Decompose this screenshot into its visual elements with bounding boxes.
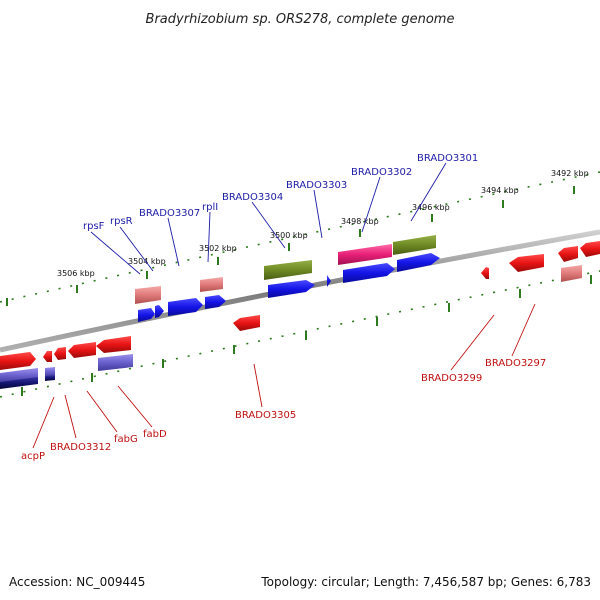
gene-fabG[interactable]: [68, 342, 96, 358]
gene-rplI[interactable]: [205, 295, 226, 309]
gene-label: BRADO3301: [417, 153, 478, 164]
gene-BRADO3302[interactable]: [338, 244, 392, 265]
lower-tick-track: [0, 270, 600, 398]
gene-dark-blue[interactable]: [45, 375, 55, 381]
top-gene-labels: rpsF rpsR BRADO3307 rplI BRADO3304 BRADO…: [83, 153, 478, 232]
topology-text: Topology: circular; Length: 7,456,587 bp…: [260, 575, 591, 589]
gene-red-reverse[interactable]: [558, 246, 578, 262]
gene-BRADO3301[interactable]: [393, 235, 436, 255]
map-title: Bradyrhizobium sp. ORS278, complete geno…: [146, 12, 455, 27]
gene-rpsF[interactable]: [138, 308, 155, 322]
gene-label: fabG: [114, 434, 138, 445]
scale-label: 3496 kbp: [412, 203, 450, 212]
scale-label: 3498 kbp: [341, 217, 379, 226]
scale-label: 3494 kbp: [481, 186, 519, 195]
gene-acpP[interactable]: [43, 351, 52, 362]
gene-BRADO3304[interactable]: [264, 260, 312, 280]
gene-light-blue[interactable]: [98, 354, 133, 371]
scale-label: 3500 kbp: [270, 231, 308, 240]
gene-BRADO3299[interactable]: [481, 267, 489, 279]
gene-label: rplI: [202, 202, 218, 213]
gene-fabD[interactable]: [96, 336, 131, 353]
gene-blue-forward[interactable]: [343, 263, 395, 283]
gene-rpsR[interactable]: [155, 305, 164, 318]
top-leader-lines: [90, 162, 447, 275]
scale-label: 3506 kbp: [57, 269, 95, 278]
gene-BRADO3297[interactable]: [509, 254, 544, 272]
gene-label: rpsF: [83, 221, 105, 232]
gene-label: BRADO3297: [485, 358, 546, 369]
bottom-leader-lines: [32, 303, 536, 449]
gene-light-red[interactable]: [200, 277, 223, 292]
gene-label: BRADO3303: [286, 180, 347, 191]
gene-BRADO3305[interactable]: [233, 315, 260, 331]
gene-blue-small[interactable]: [327, 275, 331, 287]
gene-label: BRADO3302: [351, 167, 412, 178]
gene-BRADO3303[interactable]: [268, 280, 315, 298]
gene-label: BRADO3307: [139, 208, 200, 219]
scale-label: 3492 kbp: [551, 169, 589, 178]
gene-label: BRADO3304: [222, 192, 283, 203]
gene-red-reverse[interactable]: [0, 352, 36, 370]
scale-labels: 3506 kbp 3504 kbp 3502 kbp 3500 kbp 3498…: [57, 169, 589, 278]
bottom-gene-labels: acpP BRADO3312 fabG fabD BRADO3305 BRADO…: [21, 358, 546, 462]
accession-text: Accession: NC_009445: [9, 575, 145, 589]
gene-label: BRADO3312: [50, 442, 111, 453]
gene-blue-forward[interactable]: [397, 253, 440, 272]
scale-label: 3504 kbp: [128, 257, 166, 266]
gene-light-blue[interactable]: [45, 367, 55, 377]
gene-light-red[interactable]: [561, 265, 582, 282]
scale-label: 3502 kbp: [199, 244, 237, 253]
gene-light-red[interactable]: [135, 286, 161, 304]
gene-red-reverse[interactable]: [580, 241, 600, 257]
gene-BRADO3312[interactable]: [54, 347, 66, 360]
gene-BRADO3307[interactable]: [168, 298, 203, 316]
gene-dark-blue[interactable]: [0, 377, 38, 389]
gene-label: rpsR: [110, 216, 133, 227]
gene-label: acpP: [21, 451, 45, 462]
gene-label: BRADO3305: [235, 410, 296, 421]
gene-label: fabD: [143, 429, 167, 440]
upper-tick-track: [0, 171, 600, 306]
reverse-genes: [0, 241, 600, 389]
gene-label: BRADO3299: [421, 373, 482, 384]
forward-genes: [135, 235, 440, 322]
